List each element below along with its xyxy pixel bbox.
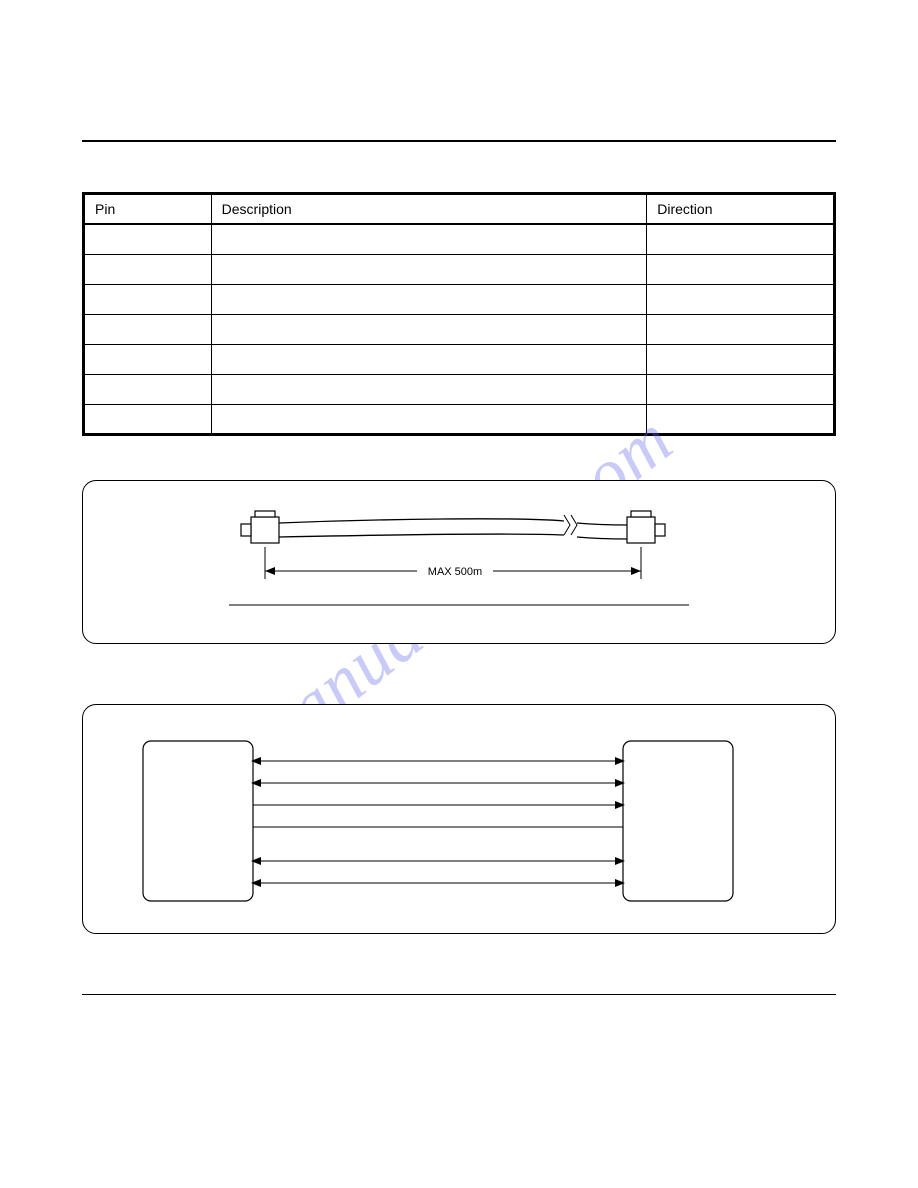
cell bbox=[84, 254, 212, 284]
footer-rule bbox=[82, 994, 836, 995]
page-content: Pin Description Direction bbox=[0, 0, 918, 1035]
header-rule bbox=[82, 140, 836, 142]
figure-connection-box bbox=[82, 704, 836, 934]
figure-cable-box: MAX 500m bbox=[82, 480, 836, 644]
cell bbox=[84, 314, 212, 344]
cell bbox=[647, 284, 835, 314]
cell bbox=[211, 374, 647, 404]
cell bbox=[84, 374, 212, 404]
connector-left-icon bbox=[241, 511, 279, 543]
cell bbox=[211, 254, 647, 284]
cell bbox=[84, 284, 212, 314]
cell bbox=[647, 224, 835, 254]
cell bbox=[211, 404, 647, 434]
cell bbox=[211, 284, 647, 314]
connection-diagram bbox=[83, 705, 833, 935]
connector-right-icon bbox=[627, 511, 665, 543]
table-row bbox=[84, 254, 835, 284]
pin-table: Pin Description Direction bbox=[82, 192, 836, 436]
cable-wire-bot bbox=[279, 534, 627, 539]
col-desc: Description bbox=[211, 194, 647, 225]
cable-diagram: MAX 500m bbox=[219, 497, 699, 627]
table-row bbox=[84, 344, 835, 374]
cell bbox=[647, 374, 835, 404]
cell bbox=[647, 254, 835, 284]
cell bbox=[647, 404, 835, 434]
cell bbox=[84, 404, 212, 434]
right-device-box bbox=[623, 741, 733, 901]
cell bbox=[647, 344, 835, 374]
dim-label: MAX 500m bbox=[428, 566, 482, 578]
table-row bbox=[84, 314, 835, 344]
signal-lines bbox=[253, 761, 623, 883]
table-row bbox=[84, 374, 835, 404]
cable-break-icon bbox=[564, 515, 577, 535]
table-row bbox=[84, 284, 835, 314]
left-device-box bbox=[143, 741, 253, 901]
table-body bbox=[84, 224, 835, 434]
cell bbox=[647, 314, 835, 344]
cell bbox=[211, 344, 647, 374]
dim-arrow-left-icon bbox=[265, 567, 275, 575]
cell bbox=[211, 224, 647, 254]
cell bbox=[84, 224, 212, 254]
table-row bbox=[84, 404, 835, 434]
col-pin: Pin bbox=[84, 194, 212, 225]
col-dir: Direction bbox=[647, 194, 835, 225]
cell bbox=[211, 314, 647, 344]
dim-arrow-right-icon bbox=[631, 567, 641, 575]
table-row bbox=[84, 224, 835, 254]
table-header-row: Pin Description Direction bbox=[84, 194, 835, 225]
cell bbox=[84, 344, 212, 374]
